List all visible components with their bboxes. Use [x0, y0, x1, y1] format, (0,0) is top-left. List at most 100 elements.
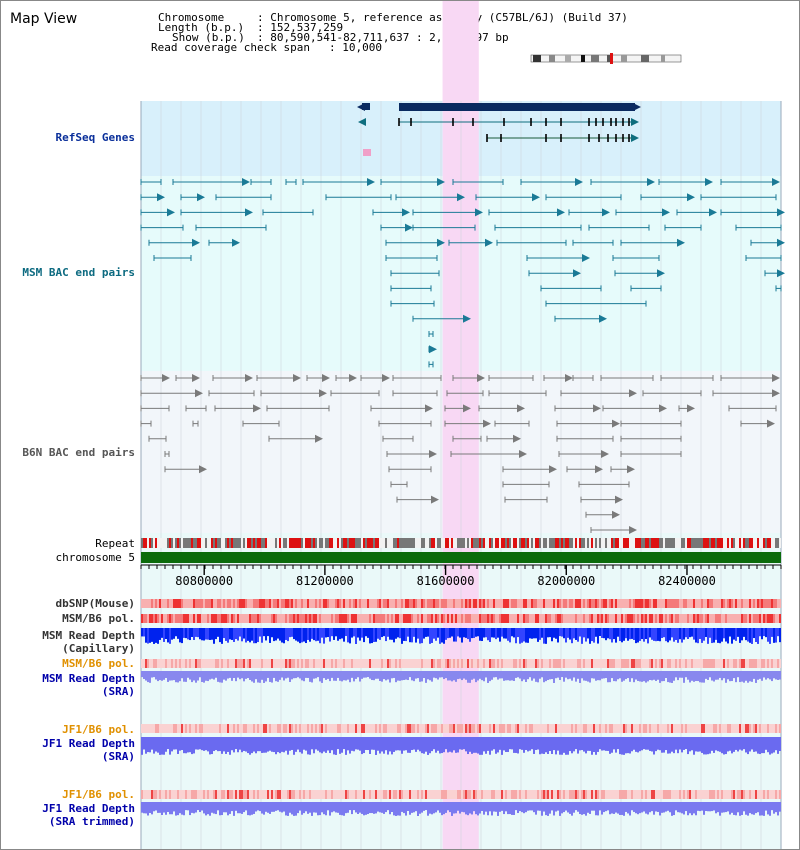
msm-depth-sra-bar [199, 671, 201, 678]
msm-depth-sra-bar [763, 671, 765, 678]
jf1-b6-pol-2-segment [241, 790, 243, 799]
msm-b6-pol-2-segment [267, 659, 269, 668]
jf1-b6-pol-2-segment [601, 790, 603, 799]
msm-depth-sra-bar [461, 671, 463, 681]
jf1-b6-pol-segment [619, 724, 621, 733]
repeat-segment [393, 538, 395, 548]
dbsnp-segment [457, 599, 459, 608]
repeat-segment [281, 538, 283, 548]
msm-depth-cap-bar [635, 628, 637, 644]
jf1-b6-pol-2-segment [561, 790, 563, 799]
jf1-b6-pol-segment [523, 724, 525, 733]
jf1-depth-trim-bar [411, 802, 413, 813]
dbsnp-segment [697, 599, 699, 608]
jf1-depth-sra-bar [555, 737, 557, 755]
jf1-b6-pol-2-segment [717, 790, 719, 799]
jf1-b6-pol-2-segment [239, 790, 241, 799]
jf1-depth-sra-bar [729, 737, 731, 751]
jf1-depth-sra-bar [769, 737, 771, 755]
msm-b6-pol-segment [225, 614, 227, 623]
jf1-depth-trim-bar [717, 802, 719, 813]
repeat-segment [463, 538, 465, 548]
jf1-depth-trim-bar [345, 802, 347, 814]
dbsnp-segment [651, 599, 653, 608]
jf1-b6-pol-2-segment [493, 790, 495, 799]
msm-b6-pol-2-segment [569, 659, 571, 668]
jf1-depth-trim-bar [151, 802, 153, 815]
msm-b6-pol-segment [357, 614, 359, 623]
msm-b6-pol-2-segment [269, 659, 271, 668]
dbsnp-segment [665, 599, 667, 608]
msm-b6-pol-segment [417, 614, 419, 623]
length-key: Length (b.p.) [158, 21, 245, 34]
msm-b6-pol-segment [733, 614, 735, 623]
jf1-depth-sra-bar [235, 737, 237, 750]
jf1-depth-trim-bar [149, 802, 151, 813]
dbsnp-segment [479, 599, 481, 608]
msm-depth-sra-bar [615, 671, 617, 682]
msm-b6-pol-2-segment [715, 659, 717, 668]
jf1-depth-trim-bar [357, 802, 359, 814]
jf1-b6-pol-segment [687, 724, 689, 733]
msm-depth-cap-bar [143, 628, 145, 637]
msm-depth-sra-bar [165, 671, 167, 678]
repeat-segment [603, 538, 605, 548]
msm-b6-pol-segment [593, 614, 595, 623]
jf1-depth-sra-bar [321, 737, 323, 754]
jf1-b6-pol-2-segment [609, 790, 611, 799]
jf1-b6-pol-segment [747, 724, 749, 733]
msm-b6-pol-2-segment [359, 659, 361, 668]
jf1-b6-pol-2-segment [141, 790, 143, 799]
jf1-b6-pol-segment [467, 724, 469, 733]
jf1-b6-pol-segment [441, 724, 443, 733]
msm-depth-sra-bar [699, 671, 701, 683]
msm-depth-sra-bar [233, 671, 235, 678]
jf1-b6-pol-2-segment [697, 790, 699, 799]
msm-b6-pol-segment [277, 614, 279, 623]
msm-b6-pol-2-segment [217, 659, 219, 668]
repeat-segment [605, 538, 607, 548]
jf1-depth-trim-bar [527, 802, 529, 811]
msm-depth-sra-bar [775, 671, 777, 680]
jf1-b6-pol-2-segment [509, 790, 511, 799]
msm-depth-sra-bar [279, 671, 281, 680]
msm-depth-cap-bar [269, 628, 271, 643]
jf1-b6-pol-2-segment [621, 790, 623, 799]
jf1-b6-pol-segment [477, 724, 479, 733]
jf1-depth-trim-bar [551, 802, 553, 811]
jf1-depth-sra-bar [295, 737, 297, 752]
jf1-depth-trim-bar [157, 802, 159, 813]
msm-b6-pol-2-segment [301, 659, 303, 668]
dbsnp-segment [681, 599, 683, 608]
jf1-b6-pol-2-segment [607, 790, 609, 799]
dbsnp-segment [359, 599, 361, 608]
msm-b6-pol-2-segment [747, 659, 749, 668]
jf1-depth-sra-bar [341, 737, 343, 753]
msm-b6-pol-segment [283, 614, 285, 623]
msm-b6-pol-segment [263, 614, 265, 623]
b6n-bac-arrow [772, 389, 780, 398]
b6n-bac-arrow [429, 450, 437, 458]
msm-depth-sra-bar [579, 671, 581, 683]
jf1-depth-trim-bar [447, 802, 449, 811]
jf1-b6-pol-segment [341, 724, 343, 733]
jf1-b6-pol-2-segment [163, 790, 165, 799]
msm-b6-pol-segment [209, 614, 211, 623]
dbsnp-segment [515, 599, 517, 608]
b6n-bac-arrow [195, 389, 203, 398]
dbsnp-segment [245, 599, 247, 608]
dbsnp-segment [165, 599, 167, 608]
dbsnp-segment [593, 599, 595, 608]
jf1-depth-trim-bar [383, 802, 385, 814]
msm-b6-pol-segment [293, 614, 295, 623]
repeat-segment [151, 538, 153, 548]
msm-depth-sra-bar [355, 671, 357, 679]
msm-b6-pol-2-segment [227, 659, 229, 668]
dbsnp-segment [369, 599, 371, 608]
jf1-b6-pol-2-segment [669, 790, 671, 799]
jf1-depth-sra-bar [381, 737, 383, 752]
jf1-b6-pol-2-segment [217, 790, 219, 799]
msm-b6-pol-segment [469, 614, 471, 623]
msm-b6-pol-2-segment [291, 659, 293, 668]
